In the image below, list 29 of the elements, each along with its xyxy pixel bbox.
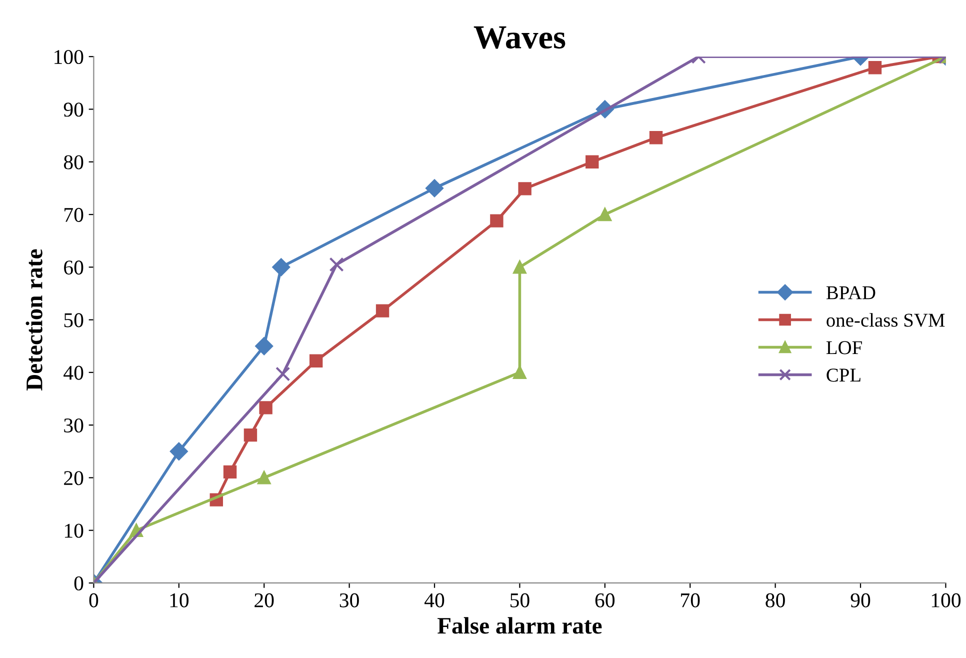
x-axis-title: False alarm rate (438, 617, 602, 634)
x-tick-label: 0 (89, 593, 98, 608)
x-tick-label: 90 (850, 593, 870, 608)
y-tick-label: 20 (64, 471, 84, 486)
y-tick-label: 60 (64, 260, 84, 275)
x-tick-label: 100 (932, 593, 961, 608)
x-tick-label: 50 (510, 593, 530, 608)
legend-label: CPL (826, 368, 860, 382)
x-tick-label: 80 (766, 593, 785, 608)
legend-label: LOF (826, 341, 862, 354)
y-tick-label: 100 (54, 50, 84, 64)
y-tick-label: 40 (64, 366, 84, 380)
x-tick-label: 20 (254, 593, 274, 608)
x-tick-label: 70 (681, 593, 700, 608)
y-tick-label: 50 (64, 313, 84, 328)
x-tick-label: 10 (170, 593, 189, 608)
x-tick-label: 40 (424, 593, 444, 608)
y-axis-title: Detection rate (26, 249, 42, 390)
y-tick-label: 90 (64, 102, 84, 117)
chart-title: Waves (474, 26, 566, 49)
x-tick-label: 30 (340, 593, 359, 608)
y-tick-label: 30 (64, 418, 84, 432)
legend-label: BPAD (826, 286, 876, 300)
y-tick-label: 0 (74, 576, 84, 590)
y-tick-label: 80 (64, 155, 84, 170)
legend-label: one-class SVM (826, 313, 945, 327)
y-tick-label: 70 (64, 208, 84, 222)
y-tick-label: 10 (64, 524, 84, 538)
x-tick-label: 60 (595, 593, 615, 608)
